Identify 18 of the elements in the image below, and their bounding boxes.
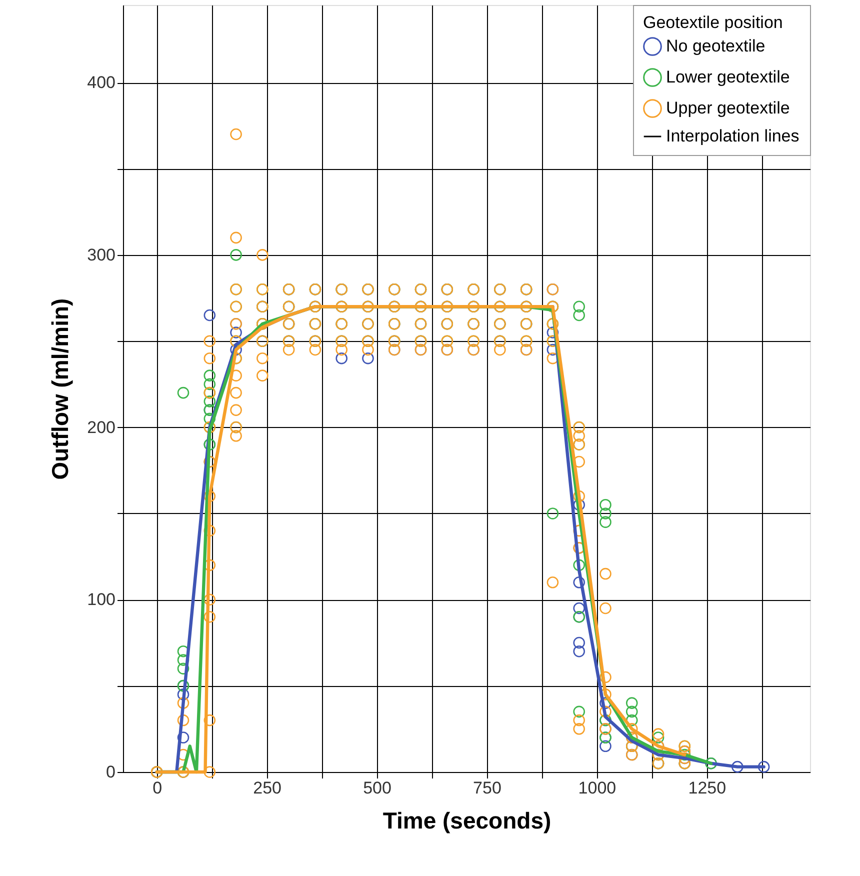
y-tick-label: 300 (87, 245, 116, 264)
y-tick-label: 100 (87, 590, 116, 610)
legend-title: Geotextile position (643, 13, 783, 32)
legend-label: Upper geotextile (666, 98, 790, 118)
x-tick-label: 0 (152, 778, 162, 798)
y-tick-label: 400 (87, 73, 116, 92)
x-tick-label: 1000 (578, 778, 616, 798)
x-tick-label: 750 (473, 778, 502, 798)
legend-label: No geotextile (666, 36, 766, 56)
y-axis-title: Outflow (ml/min) (47, 298, 74, 480)
legend-label: Interpolation lines (666, 126, 800, 146)
x-tick-label: 250 (253, 778, 282, 798)
x-axis-title: Time (seconds) (382, 808, 552, 834)
x-tick-label: 1250 (688, 778, 726, 798)
y-tick-label: 200 (87, 418, 116, 437)
legend-label: Lower geotextile (666, 68, 790, 86)
x-tick-label: 500 (363, 778, 392, 798)
y-tick-label: 0 (106, 762, 116, 782)
